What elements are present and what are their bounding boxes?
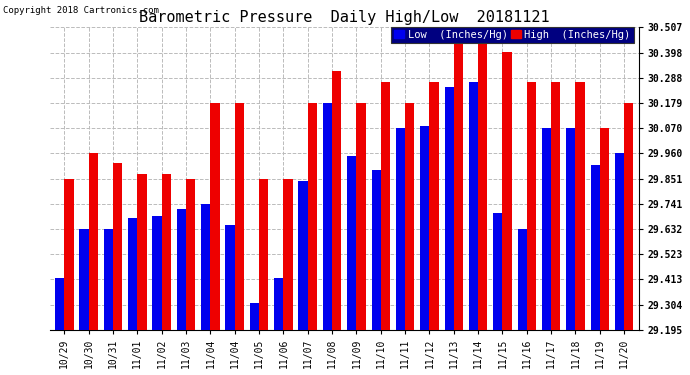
Bar (210, 103, 219, 330)
Bar (357, 103, 366, 330)
Bar (323, 103, 332, 330)
Bar (152, 216, 161, 330)
Bar (381, 82, 390, 330)
Bar (624, 103, 633, 330)
Bar (575, 82, 584, 330)
Bar (469, 82, 478, 330)
Bar (161, 174, 171, 330)
Bar (444, 87, 454, 330)
Bar (615, 153, 624, 330)
Bar (371, 170, 381, 330)
Bar (79, 230, 89, 330)
Bar (600, 128, 609, 330)
Bar (284, 179, 293, 330)
Bar (274, 278, 284, 330)
Legend: Low  (Inches/Hg), High  (Inches/Hg): Low (Inches/Hg), High (Inches/Hg) (391, 27, 633, 43)
Bar (235, 103, 244, 330)
Bar (551, 82, 560, 330)
Bar (429, 82, 439, 330)
Bar (405, 103, 415, 330)
Bar (308, 103, 317, 330)
Bar (186, 179, 195, 330)
Bar (493, 213, 502, 330)
Bar (55, 278, 64, 330)
Bar (113, 163, 122, 330)
Bar (299, 181, 308, 330)
Bar (502, 52, 512, 330)
Bar (128, 218, 137, 330)
Bar (518, 230, 526, 330)
Bar (566, 128, 575, 330)
Bar (64, 179, 74, 330)
Title: Barometric Pressure  Daily High/Low  20181121: Barometric Pressure Daily High/Low 20181… (139, 10, 549, 25)
Text: Copyright 2018 Cartronics.com: Copyright 2018 Cartronics.com (3, 6, 159, 15)
Bar (396, 128, 405, 330)
Bar (591, 165, 600, 330)
Bar (542, 128, 551, 330)
Bar (259, 179, 268, 330)
Bar (332, 70, 342, 330)
Bar (104, 230, 113, 330)
Bar (201, 204, 210, 330)
Bar (478, 27, 487, 330)
Bar (347, 156, 357, 330)
Bar (137, 174, 146, 330)
Bar (226, 225, 235, 330)
Bar (420, 126, 429, 330)
Bar (177, 209, 186, 330)
Bar (526, 82, 536, 330)
Bar (454, 43, 463, 330)
Bar (89, 153, 98, 330)
Bar (250, 303, 259, 330)
